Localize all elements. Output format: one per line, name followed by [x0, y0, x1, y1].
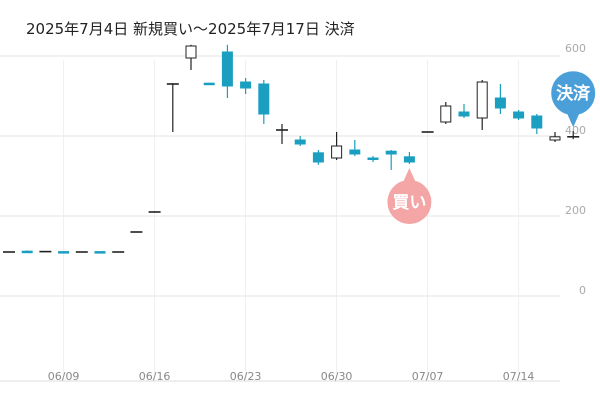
x-tick-label: 06/09: [48, 370, 80, 383]
x-tick-label: 06/30: [321, 370, 353, 383]
chart-title: 2025年7月4日 新規買い〜2025年7月17日 決済: [26, 20, 355, 38]
candle-body: [331, 145, 343, 159]
candle-body: [549, 136, 561, 141]
y-tick-label: 0: [579, 284, 586, 297]
candle-body: [240, 81, 252, 89]
candle-body: [531, 115, 543, 129]
candle-body: [258, 83, 270, 115]
buy-badge-label: 買い: [392, 193, 426, 213]
candle-body: [494, 97, 506, 109]
x-tick-label: 07/14: [503, 370, 535, 383]
candle-body: [58, 251, 70, 254]
x-tick-label: 06/16: [139, 370, 171, 383]
x-tick-label: 07/07: [412, 370, 444, 383]
sell-badge-label: 決済: [556, 83, 591, 104]
buy-badge: [387, 180, 432, 224]
y-tick-label: 400: [565, 124, 586, 137]
candle-body: [385, 150, 397, 155]
candle-body: [185, 45, 197, 59]
candle-body: [294, 139, 306, 145]
candle-body: [21, 250, 33, 254]
y-tick-label: 600: [565, 42, 586, 55]
candle-body: [458, 111, 470, 117]
candle-body: [476, 81, 488, 119]
x-tick-label: 06/23: [230, 370, 262, 383]
candle-body: [513, 111, 525, 119]
candle-body: [203, 82, 215, 86]
candle-body: [403, 156, 415, 163]
candle-body: [94, 251, 106, 254]
candle-body: [312, 152, 324, 163]
candle-body: [440, 105, 452, 123]
candle-body: [349, 149, 361, 155]
y-tick-label: 200: [565, 204, 586, 217]
candle-body: [367, 157, 379, 160]
sell-badge: [551, 71, 596, 116]
candle-body: [221, 51, 233, 87]
